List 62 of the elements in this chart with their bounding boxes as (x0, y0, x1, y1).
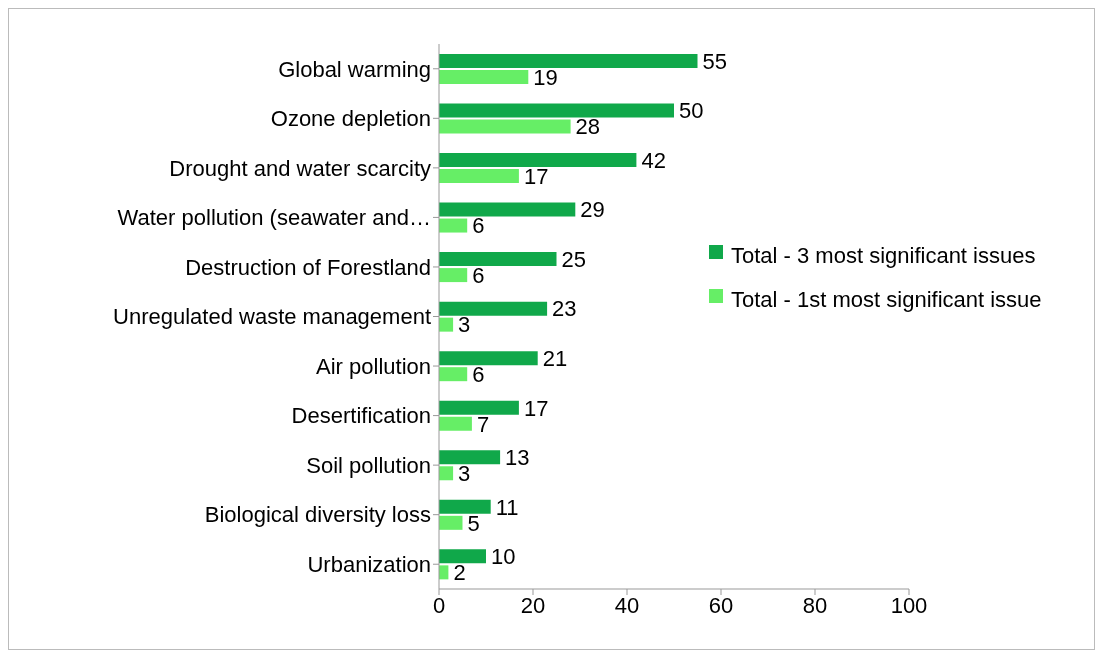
data-label: 13 (505, 445, 530, 471)
data-label: 11 (495, 494, 519, 520)
bar (439, 499, 491, 514)
bar (439, 301, 548, 316)
bar (439, 466, 454, 481)
data-label: 55 (702, 48, 727, 74)
bar (439, 169, 519, 183)
x-tick-label: 0 (432, 592, 446, 618)
data-label: 25 (561, 246, 586, 272)
data-label: 6 (472, 361, 485, 387)
data-label: 6 (472, 213, 485, 239)
legend-label: Total - 1st most significant issue (731, 286, 1042, 314)
bar (439, 218, 468, 233)
y-tick-label: Air pollution (316, 353, 431, 379)
data-label: 23 (552, 296, 577, 322)
bar (439, 202, 576, 217)
x-tick-label: 100 (890, 592, 928, 618)
x-tick-label: 20 (520, 592, 546, 618)
bar (439, 317, 454, 332)
data-label: 29 (580, 197, 605, 223)
y-tick-label: Drought and water scarcity (169, 155, 431, 181)
data-label: 2 (453, 560, 466, 586)
y-tick-label: Unregulated waste management (113, 304, 431, 330)
bar (439, 103, 674, 118)
data-label: 3 (458, 312, 471, 338)
bar (439, 69, 529, 84)
bar (439, 367, 468, 382)
bar (439, 252, 557, 267)
bar (439, 119, 571, 134)
y-tick-label: Water pollution (seawater and… (117, 205, 431, 231)
bar (439, 450, 501, 465)
data-label: 3 (458, 461, 471, 487)
y-tick-label: Urbanization (307, 552, 431, 578)
x-tick-label: 60 (708, 592, 734, 618)
data-label: 19 (533, 64, 558, 90)
data-label: 10 (491, 544, 516, 570)
data-label: 28 (575, 114, 601, 140)
data-label: 5 (467, 510, 480, 536)
y-tick-label: Soil pollution (306, 452, 431, 478)
data-label: 7 (476, 411, 490, 437)
data-label: 21 (542, 345, 568, 371)
y-tick-label: Global warming (278, 56, 431, 82)
data-label: 50 (679, 98, 704, 124)
data-label: 6 (472, 262, 485, 288)
y-tick-label: Destruction of Forestland (185, 254, 431, 280)
bar (439, 268, 468, 283)
data-label: 17 (523, 163, 549, 189)
data-label: 42 (641, 147, 666, 173)
y-tick-label: Ozone depletion (270, 106, 431, 132)
data-label: 17 (523, 395, 549, 421)
bar (439, 53, 698, 68)
bar (439, 351, 538, 366)
bar (439, 153, 637, 167)
x-tick-label: 40 (614, 592, 640, 618)
y-tick-label: Desertification (291, 403, 431, 429)
bar (439, 515, 463, 530)
legend-label: Total - 3 most significant issues (731, 242, 1036, 270)
x-tick-label: 80 (802, 592, 828, 618)
bar (439, 400, 519, 415)
bar (439, 549, 486, 564)
y-tick-label: Biological diversity loss (204, 502, 431, 528)
bar (439, 416, 472, 431)
